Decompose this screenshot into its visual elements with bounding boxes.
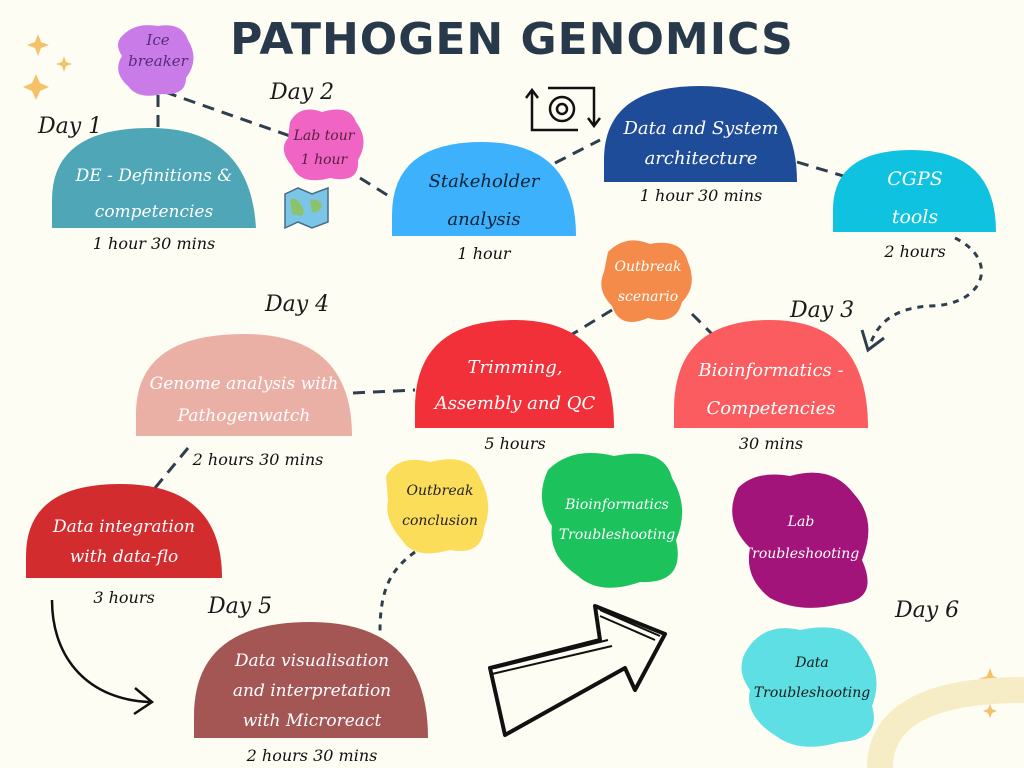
dotted-arrow-head (860, 329, 885, 353)
node-shape-genome-analysis (136, 334, 352, 436)
node-label-line: Troubleshooting (558, 527, 676, 543)
node-label-line: Lab tour (293, 128, 355, 144)
node-shape-lab-troubleshooting (732, 472, 869, 608)
node-shape-stakeholder (392, 142, 576, 236)
node-label-line: Lab (787, 514, 815, 530)
node-label-line: competencies (94, 202, 214, 222)
node-data-troubleshooting: Data Troubleshooting (744, 648, 880, 708)
node-shape-outbreak-conclusion (386, 459, 489, 554)
node-label-line: Ice (146, 31, 170, 49)
node-outbreak-conclusion: Outbreak conclusion (390, 476, 490, 536)
map-icon (284, 186, 329, 230)
arrow-icon (488, 604, 667, 737)
node-shape-data-system (604, 86, 797, 182)
page-title: PATHOGEN GENOMICS (230, 14, 794, 65)
node-cgps: CGPS tools (836, 160, 994, 236)
node-label-line: Pathogenwatch (177, 406, 311, 426)
dotted-arrow (378, 236, 983, 633)
node-label-line: Data and System (623, 118, 779, 139)
node-lab-tour: Lab tour 1 hour (282, 124, 366, 172)
day-label-1: Day 1 (38, 114, 103, 139)
node-label-line: Bioinformatics - (698, 360, 844, 381)
node-ice-breaker: Ice breaker (118, 30, 198, 72)
node-label-line: Outbreak (614, 259, 682, 275)
duration-data-integration: 3 hours (93, 588, 155, 607)
node-shape-cgps (833, 150, 996, 232)
node-label-line: Stakeholder (428, 171, 540, 192)
node-label-line: and interpretation (232, 681, 392, 701)
duration-genome-analysis: 2 hours 30 mins (192, 450, 324, 469)
node-lab-troubleshooting: Lab Troubleshooting (736, 506, 866, 570)
node-label-line: with data-flo (69, 547, 179, 567)
node-de-definitions: DE - Definitions & competencies (56, 158, 252, 230)
node-trimming: Trimming, Assembly and QC (418, 350, 612, 422)
duration-stakeholder: 1 hour (457, 244, 511, 263)
day-label-3: Day 3 (790, 298, 855, 323)
node-shape-data-visualisation (194, 622, 428, 738)
day-label-6: Day 6 (895, 598, 960, 623)
decorative-arc (867, 677, 1024, 768)
node-label-line: Genome analysis with (149, 374, 339, 394)
sparkle-icon (23, 34, 72, 100)
node-stakeholder: Stakeholder analysis (396, 163, 572, 239)
node-label-line: Data (795, 655, 829, 671)
day-label-4: Day 4 (265, 292, 330, 317)
node-shape-lab-tour (283, 109, 364, 181)
gear-icon (525, 86, 601, 132)
node-label-line: analysis (447, 209, 521, 230)
node-bioinf-competencies: Bioinformatics - Competencies (676, 352, 866, 428)
node-shape-data-integration (26, 484, 222, 578)
node-label-line: with Microreact (242, 711, 382, 731)
node-shape-bioinf-competencies (674, 320, 868, 428)
node-label-line: Assembly and QC (434, 393, 596, 414)
day-label-5: Day 5 (208, 594, 273, 619)
duration-trimming: 5 hours (484, 434, 546, 453)
node-shape-de-definitions (52, 128, 256, 228)
duration-data-visualisation: 2 hours 30 mins (246, 746, 378, 765)
duration-data-system: 1 hour 30 mins (639, 186, 763, 205)
node-label-line: CGPS (887, 168, 943, 190)
node-shape-trimming (415, 320, 614, 428)
curved-arrow (50, 599, 155, 716)
node-shape-outbreak-scenario (601, 240, 692, 322)
day-label-2: Day 2 (270, 80, 335, 105)
node-label-line: Data integration (52, 517, 195, 537)
node-label-line: Competencies (706, 398, 836, 419)
node-label-line: Bioinformatics (565, 497, 669, 513)
node-data-system: Data and System architecture (608, 114, 794, 174)
duration-bioinf-competencies: 30 mins (738, 434, 804, 453)
node-label-line: Data visualisation (234, 651, 390, 671)
node-shape-ice-breaker (118, 25, 194, 96)
node-label-line: architecture (644, 148, 758, 169)
node-label-line: Troubleshooting (753, 685, 871, 701)
node-genome-analysis: Genome analysis with Pathogenwatch (138, 368, 350, 432)
node-label-line: Trimming, (467, 357, 563, 378)
connector-lines (153, 90, 851, 489)
node-label-line: DE - Definitions & (75, 166, 233, 186)
node-label-line: 1 hour (300, 152, 348, 168)
node-label-line: conclusion (402, 513, 478, 529)
node-shape-bioinf-troubleshooting (541, 453, 683, 588)
node-outbreak-scenario: Outbreak scenario (606, 252, 690, 312)
node-bioinf-troubleshooting: Bioinformatics Troubleshooting (552, 490, 682, 550)
node-label-line: Outbreak (406, 483, 474, 499)
node-data-visualisation: Data visualisation and interpretation wi… (200, 646, 424, 736)
node-shape-data-troubleshooting (741, 627, 877, 747)
node-label-line: tools (891, 206, 939, 228)
node-data-integration: Data integration with data-flo (28, 512, 220, 572)
node-label-line: Troubleshooting (742, 546, 860, 562)
node-label-line: breaker (128, 52, 188, 70)
duration-cgps: 2 hours (884, 242, 946, 261)
duration-de-definitions: 1 hour 30 mins (92, 234, 216, 253)
node-label-line: scenario (617, 289, 679, 305)
